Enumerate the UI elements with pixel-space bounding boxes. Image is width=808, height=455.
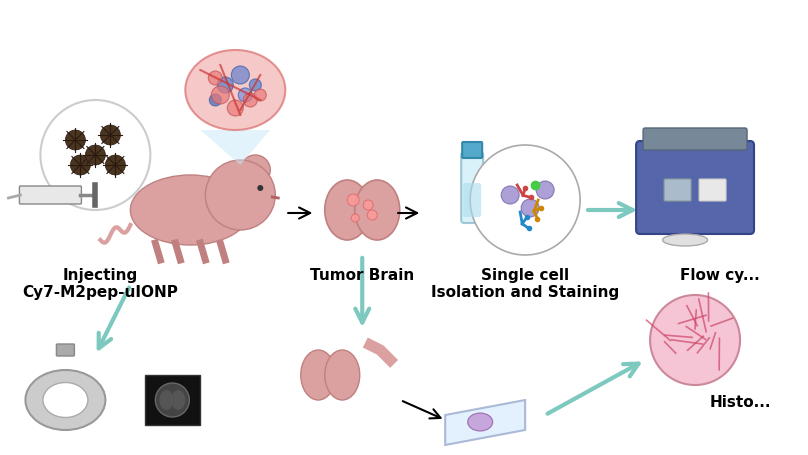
Circle shape [205, 160, 276, 230]
Circle shape [650, 295, 740, 385]
Ellipse shape [663, 234, 708, 246]
Circle shape [364, 200, 373, 210]
FancyBboxPatch shape [145, 375, 200, 425]
FancyBboxPatch shape [699, 179, 726, 201]
Circle shape [40, 100, 150, 210]
Polygon shape [200, 130, 271, 165]
FancyBboxPatch shape [57, 344, 74, 356]
Ellipse shape [159, 390, 174, 410]
Ellipse shape [130, 175, 250, 245]
Circle shape [70, 155, 90, 175]
Text: Injecting
Cy7-M2pep-uIONP: Injecting Cy7-M2pep-uIONP [23, 268, 179, 300]
Circle shape [501, 186, 520, 204]
FancyBboxPatch shape [664, 179, 691, 201]
Polygon shape [445, 400, 525, 445]
Circle shape [243, 93, 257, 107]
Circle shape [231, 66, 250, 84]
Text: Tumor Brain: Tumor Brain [310, 268, 415, 283]
Circle shape [65, 130, 86, 150]
FancyBboxPatch shape [463, 183, 482, 217]
Circle shape [105, 155, 125, 175]
FancyBboxPatch shape [636, 141, 754, 234]
Circle shape [227, 100, 243, 116]
Circle shape [250, 79, 261, 91]
Ellipse shape [468, 413, 493, 431]
Text: Histo...: Histo... [709, 395, 771, 410]
Circle shape [217, 77, 234, 93]
Circle shape [238, 88, 252, 102]
FancyBboxPatch shape [19, 186, 82, 204]
Circle shape [155, 383, 189, 417]
Ellipse shape [25, 370, 105, 430]
Ellipse shape [301, 350, 336, 400]
Ellipse shape [185, 50, 285, 130]
Circle shape [470, 145, 580, 255]
Ellipse shape [325, 350, 360, 400]
Ellipse shape [355, 180, 400, 240]
Text: Single cell
Isolation and Staining: Single cell Isolation and Staining [431, 268, 619, 300]
Ellipse shape [171, 390, 185, 410]
Circle shape [255, 89, 267, 101]
Circle shape [209, 94, 221, 106]
FancyBboxPatch shape [461, 152, 483, 223]
Circle shape [257, 185, 263, 191]
Circle shape [100, 125, 120, 145]
Circle shape [86, 145, 105, 165]
Ellipse shape [325, 180, 370, 240]
Circle shape [208, 71, 222, 85]
Text: Flow cy...: Flow cy... [680, 268, 760, 283]
Circle shape [351, 214, 360, 222]
Circle shape [521, 199, 539, 217]
Circle shape [537, 181, 554, 199]
FancyBboxPatch shape [462, 142, 482, 158]
FancyBboxPatch shape [643, 128, 747, 150]
Circle shape [240, 155, 271, 185]
Circle shape [347, 194, 360, 206]
Ellipse shape [43, 383, 88, 418]
Circle shape [212, 86, 229, 104]
Circle shape [368, 210, 377, 220]
